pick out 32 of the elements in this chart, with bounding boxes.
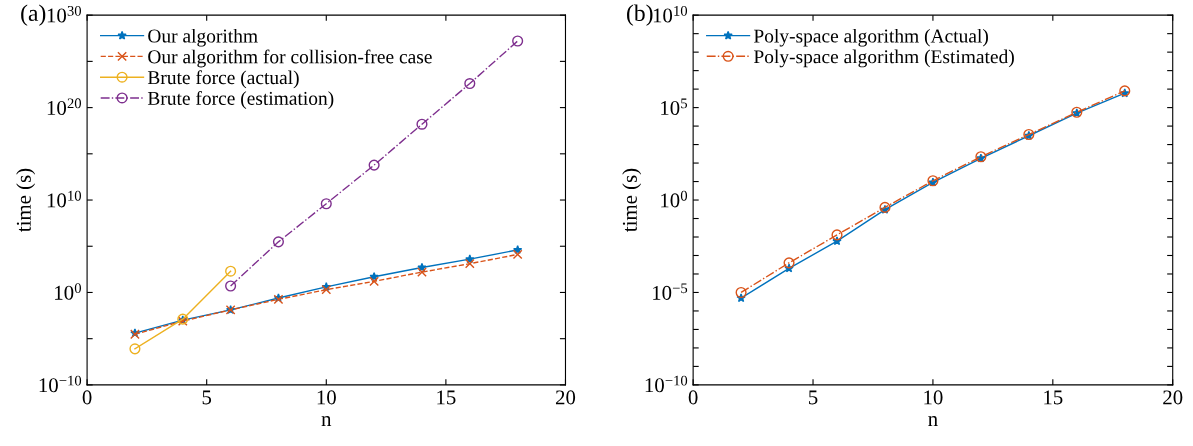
x-tick-label: 0 [688,390,698,405]
y-tick-label: 10$^{10}$ [653,5,688,23]
y-tick-label: 10$^{−5}$ [653,283,688,300]
text: (a) [21,4,46,26]
legend-label: Brute force (actual) [147,70,299,89]
y-axis-title: time (s) [622,168,642,232]
y-tick-label: 10$^{20}$ [47,98,82,115]
y-tick-label: 10$^{0}$ [55,283,82,300]
legend-label: Our algorithm for collision-free case [148,49,432,68]
y-axis-title: time (s) [16,168,36,232]
x-tick-label: 10 [317,390,336,405]
legend-label: Poly-space algorithm (Actual) [753,28,988,47]
y-tick-label: 10$^{−10}$ [39,375,82,393]
x-tick-label: 20 [1163,390,1183,405]
y-tick-label: 10$^{0}$ [661,190,688,208]
x-axis-title: n [928,416,938,426]
x-tick-label: 15 [437,390,456,405]
x-tick-label: 15 [1044,390,1063,405]
x-tick-label: 5 [202,390,212,405]
y-tick-label: 10$^{30}$ [47,5,82,23]
y-tick-label: 10$^{−10}$ [645,375,688,393]
legend-label: Brute force (estimation) [147,91,334,109]
y-tick-label: 10$^{5}$ [661,98,688,116]
x-axis-title: n [321,416,332,426]
x-tick-label: 5 [809,390,818,405]
y-tick-label: 10$^{10}$ [47,190,82,208]
x-tick-label: 0 [82,390,92,405]
x-tick-label: 20 [555,390,576,405]
legend-label: Poly-space algorithm (Estimated) [753,49,1014,68]
text: (b) [627,4,653,26]
legend-label: Our algorithm [148,28,258,47]
x-tick-label: 10 [924,390,943,405]
